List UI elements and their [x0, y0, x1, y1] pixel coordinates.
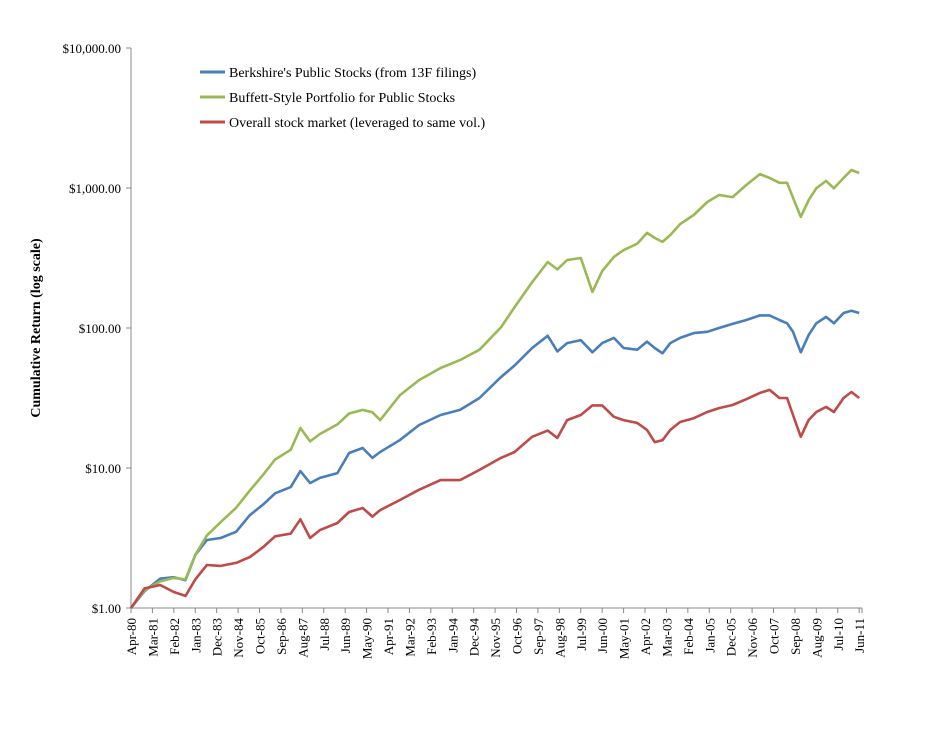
y-tick-label: $1.00 [92, 601, 121, 616]
x-tick-label: Mar-03 [659, 618, 674, 657]
x-tick-label: Apr-80 [124, 618, 139, 655]
x-tick-label: Oct-07 [767, 618, 782, 655]
x-tick-label: Oct-85 [253, 618, 268, 654]
legend-label-2: Buffett-Style Portfolio for Public Stock… [229, 91, 455, 106]
series-lines [129, 168, 860, 609]
x-tick-label: Jan-05 [702, 618, 717, 653]
x-tick-label: Feb-82 [167, 618, 182, 655]
x-tick-label: Aug-87 [295, 618, 310, 658]
x-tick-label: Jun-00 [595, 618, 610, 653]
x-tick-label: Jan-94 [445, 618, 460, 653]
x-tick-label: Sep-97 [531, 618, 546, 655]
x-tick-label: Nov-95 [488, 618, 503, 658]
y-axis-label: Cumulative Return (log scale) [29, 238, 44, 418]
x-tick-label: Apr-02 [638, 618, 653, 655]
x-tick-label: Jul-88 [317, 618, 332, 651]
x-tick-label: Oct-96 [510, 618, 525, 655]
series-line-2 [129, 168, 860, 609]
legend-label-1: Berkshire's Public Stocks (from 13F fili… [229, 66, 476, 81]
y-tick-label: $1,000.00 [69, 181, 121, 196]
x-tick-label: Jan-83 [188, 618, 203, 653]
x-tick-label: Dec-83 [210, 618, 225, 656]
y-tick-label: $100.00 [79, 321, 121, 336]
x-tick-label: Aug-09 [809, 618, 824, 658]
x-tick-label: Dec-94 [467, 618, 482, 657]
y-tick-label: $10.00 [85, 461, 121, 476]
x-tick-label: Mar-92 [402, 618, 417, 657]
legend: Berkshire's Public Stocks (from 13F fili… [200, 66, 486, 131]
x-tick-label: Sep-86 [274, 618, 289, 655]
x-tick-label: Apr-91 [381, 618, 396, 655]
x-tick-label: May-90 [360, 618, 375, 659]
axes: $1.00 $10.00 $100.00 $1,000.00 $10,000.00 Apr… [63, 41, 868, 659]
x-tick-label: Jun-11 [852, 618, 867, 653]
x-tick-label: May-01 [617, 618, 632, 659]
x-tick-label: Mar-81 [145, 618, 160, 657]
x-tick-label: Jul-99 [574, 618, 589, 651]
x-tick-label: Aug-98 [552, 618, 567, 658]
legend-label-3: Overall stock market (leveraged to same … [229, 116, 486, 131]
x-tick-label: Jul-10 [831, 618, 846, 651]
series-line-1 [129, 309, 860, 609]
x-tick-label: Nov-06 [745, 618, 760, 658]
series-line-3 [129, 388, 860, 609]
x-tick-label: Dec-05 [724, 618, 739, 656]
x-tick-label: Feb-04 [681, 618, 696, 655]
x-tick-label: Jun-89 [338, 618, 353, 653]
x-tick-label: Sep-08 [788, 618, 803, 655]
x-tick-label: Nov-84 [231, 618, 246, 658]
x-tick-label: Feb-93 [424, 618, 439, 655]
y-tick-label: $10,000.00 [63, 41, 122, 56]
